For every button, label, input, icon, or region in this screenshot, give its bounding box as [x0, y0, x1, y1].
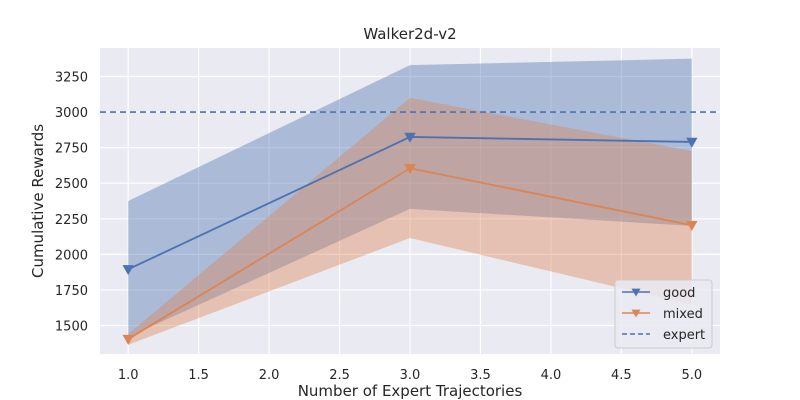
legend: good mixed expert: [614, 279, 713, 349]
data-point-good: [122, 265, 134, 276]
data-point-mixed: [122, 334, 134, 345]
x-tick-label: 2.5: [329, 368, 350, 383]
legend-label-expert: expert: [663, 328, 705, 343]
legend-label-mixed: mixed: [663, 307, 703, 322]
y-tick-label: 2500: [55, 177, 88, 192]
legend-label-good: good: [663, 286, 695, 301]
y-tick-label: 3000: [55, 106, 88, 121]
x-axis-label: Number of Expert Trajectories: [298, 382, 523, 400]
data-point-good: [686, 137, 698, 148]
confidence-bands: [128, 58, 692, 345]
data-point-mixed: [404, 164, 416, 175]
x-tick-label: 4.5: [611, 368, 632, 383]
y-tick-label: 2000: [55, 248, 88, 263]
legend-box: [614, 279, 713, 349]
y-tick-label: 2250: [55, 213, 88, 228]
y-tick-label: 1500: [55, 320, 88, 335]
x-tick-label: 2.0: [259, 368, 280, 383]
y-axis-label: Cumulative Rewards: [29, 124, 47, 278]
confidence-band-mixed: [128, 97, 692, 345]
x-tick-label: 3.0: [400, 368, 421, 383]
y-tick-label: 2750: [55, 142, 88, 157]
legend-marker-mixed: [631, 309, 641, 318]
x-tick-label: 1.0: [118, 368, 139, 383]
y-tick-label: 1750: [55, 284, 88, 299]
x-tick-label: 1.5: [188, 368, 209, 383]
legend-marker-good: [631, 288, 641, 297]
confidence-band-good: [128, 58, 692, 337]
x-tick-labels: 1.0 1.5 2.0 2.5 3.0 3.5 4.0 4.5 5.0: [118, 368, 702, 383]
y-tick-labels: 1500 1750 2000 2250 2500 2750 3000 3250: [55, 70, 88, 334]
series-markers: [122, 132, 698, 345]
data-point-good: [404, 132, 416, 143]
x-tick-label: 3.5: [470, 368, 491, 383]
x-tick-label: 5.0: [681, 368, 702, 383]
chart-title: Walker2d-v2: [363, 25, 456, 43]
data-point-mixed: [686, 221, 698, 232]
y-tick-label: 3250: [55, 70, 88, 85]
x-tick-label: 4.0: [541, 368, 562, 383]
